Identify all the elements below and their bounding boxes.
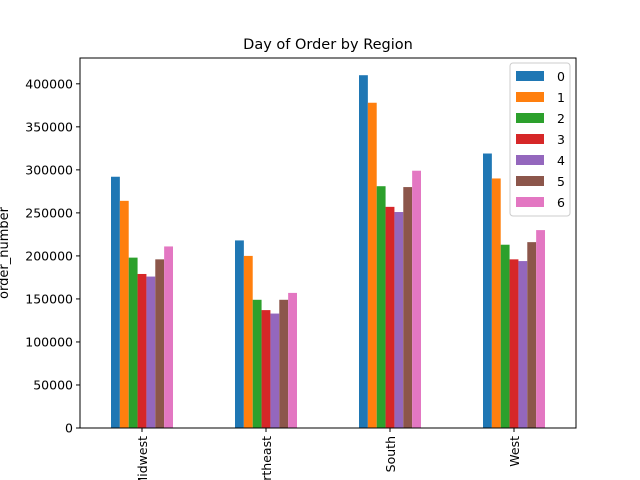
legend: 0 1 2 3 4 5 6 [509,62,571,217]
bar-series-2-northeast [252,299,262,428]
legend-swatch-5 [516,176,544,186]
bar-series-0-midwest [111,176,120,428]
bar-series-4-northeast [270,313,280,428]
bar-series-6-south [412,170,421,428]
bar-series-6-midwest [164,246,173,428]
bar-series-3-south [385,206,395,428]
y-tick-label: 100000 [25,334,73,349]
bar-series-3-west [509,259,519,428]
bar-series-1-northeast [243,255,253,428]
y-tick-label: 400000 [25,76,73,91]
y-tick-label: 0 [65,421,73,436]
legend-label-4: 4 [557,153,565,168]
bar-series-5-northeast [279,299,289,428]
x-tick-label-midwest: Midwest [135,436,150,480]
x-axis: Midwest Northeast South West [135,428,522,480]
bar-series-6-west [536,230,545,428]
y-tick-label: 200000 [25,248,73,263]
bar-series-0-south [359,75,368,429]
legend-swatch-2 [516,113,544,123]
y-tick-label: 150000 [25,291,73,306]
y-axis: 0 50000 100000 150000 200000 250000 300000 3500… [25,76,80,436]
bar-series-3-northeast [261,310,271,428]
bar-series-5-midwest [155,259,165,428]
y-tick-label: 250000 [25,205,73,220]
bars-group [111,75,545,429]
bar-series-5-west [527,242,537,428]
y-tick-label: 350000 [25,119,73,134]
x-tick-label-west: West [507,436,522,467]
legend-label-3: 3 [557,132,565,147]
legend-label-0: 0 [557,69,565,84]
legend-label-5: 5 [557,174,565,189]
x-tick-label-south: South [383,436,398,472]
bar-series-1-west [491,178,501,428]
legend-label-2: 2 [557,111,565,126]
bar-series-4-west [518,261,528,428]
y-tick-label: 50000 [33,377,73,392]
legend-swatch-4 [516,155,544,165]
legend-swatch-1 [516,92,544,102]
bar-series-2-midwest [128,257,138,428]
legend-swatch-0 [516,71,544,81]
legend-swatch-3 [516,134,544,144]
chart-title: Day of Order by Region [243,37,413,53]
y-axis-label: order_number [0,206,12,299]
bar-series-4-south [394,212,404,428]
legend-swatch-6 [516,197,544,207]
bar-series-4-midwest [146,276,156,428]
bar-series-5-south [403,187,413,428]
y-tick-label: 300000 [25,162,73,177]
bar-series-3-midwest [137,273,147,428]
legend-label-6: 6 [557,195,565,210]
bar-series-2-south [376,186,386,428]
bar-series-0-northeast [235,240,244,428]
bar-series-6-northeast [288,292,297,428]
bar-series-0-west [483,153,492,428]
legend-label-1: 1 [557,90,565,105]
plot-frame [79,57,577,429]
bar-series-2-west [500,244,510,428]
bar-series-1-south [367,102,377,428]
x-tick-label-northeast: Northeast [259,436,274,480]
bar-series-1-midwest [119,200,129,428]
